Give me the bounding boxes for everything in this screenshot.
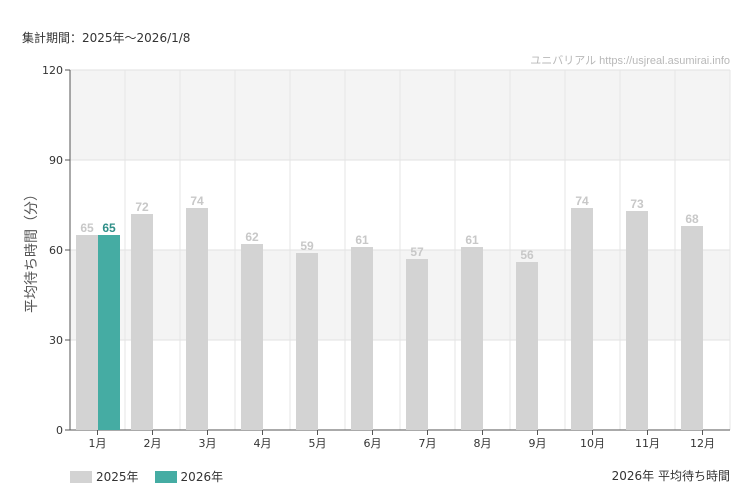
bar-2025年-6月 — [351, 247, 373, 430]
bar-2025年-3月 — [186, 208, 208, 430]
legend-item-2026[interactable]: 2026年 — [154, 468, 224, 485]
y-tick-label: 0 — [56, 424, 63, 437]
bar-2025年-4月 — [241, 244, 263, 430]
bar-2025年-8月 — [461, 247, 483, 430]
bar-2026年-1月 — [98, 235, 120, 430]
x-tick-label: 11月 — [635, 437, 660, 450]
data-label: 72 — [135, 200, 149, 214]
x-tick-label: 6月 — [364, 437, 382, 450]
data-label: 65 — [102, 221, 116, 235]
y-tick-label: 120 — [42, 64, 63, 77]
bar-2025年-9月 — [516, 262, 538, 430]
footer-title: 2026年 平均待ち時間 — [611, 469, 730, 483]
bar-2025年-1月 — [76, 235, 98, 430]
x-tick-label: 7月 — [419, 437, 437, 450]
y-tick-label: 30 — [49, 334, 63, 347]
x-tick-label: 1月 — [89, 437, 107, 450]
y-axis-label: 平均待ち時間（分） — [24, 187, 40, 313]
data-label: 56 — [520, 248, 534, 262]
legend-item-2025[interactable]: 2025年 — [70, 468, 139, 485]
data-label: 62 — [245, 230, 259, 244]
legend-swatch-2026 — [154, 470, 177, 483]
bar-2025年-11月 — [626, 211, 648, 430]
bar-2025年-5月 — [296, 253, 318, 430]
data-label: 61 — [465, 233, 479, 247]
x-tick-label: 5月 — [309, 437, 327, 450]
data-label: 74 — [190, 194, 204, 208]
legend-label-2026: 2026年 — [180, 470, 224, 484]
legend-swatch-2025 — [70, 470, 92, 483]
data-label: 74 — [575, 194, 589, 208]
data-label: 65 — [80, 221, 94, 235]
bar-2025年-2月 — [131, 214, 153, 430]
legend-label-2025: 2025年 — [96, 470, 139, 484]
data-label: 59 — [300, 239, 314, 253]
bar-2025年-7月 — [406, 259, 428, 430]
bar-2025年-12月 — [681, 226, 703, 430]
x-tick-label: 12月 — [690, 437, 715, 450]
data-label: 73 — [630, 197, 644, 211]
data-label: 57 — [410, 245, 424, 259]
y-tick-label: 90 — [49, 154, 63, 167]
x-tick-label: 2月 — [144, 437, 162, 450]
legend: 2025年 2026年 — [70, 468, 223, 485]
data-label: 61 — [355, 233, 369, 247]
y-tick-label: 60 — [49, 244, 63, 257]
x-tick-label: 9月 — [529, 437, 547, 450]
watermark: ユニバリアル https://usjreal.asumirai.info — [530, 54, 730, 67]
bar-2025年-10月 — [571, 208, 593, 430]
x-tick-label: 8月 — [474, 437, 492, 450]
x-tick-label: 3月 — [199, 437, 217, 450]
data-label: 68 — [685, 212, 699, 226]
x-tick-label: 10月 — [580, 437, 605, 450]
x-tick-label: 4月 — [254, 437, 272, 450]
period-label: 集計期間：2025年～2026/1/8 — [22, 31, 191, 45]
